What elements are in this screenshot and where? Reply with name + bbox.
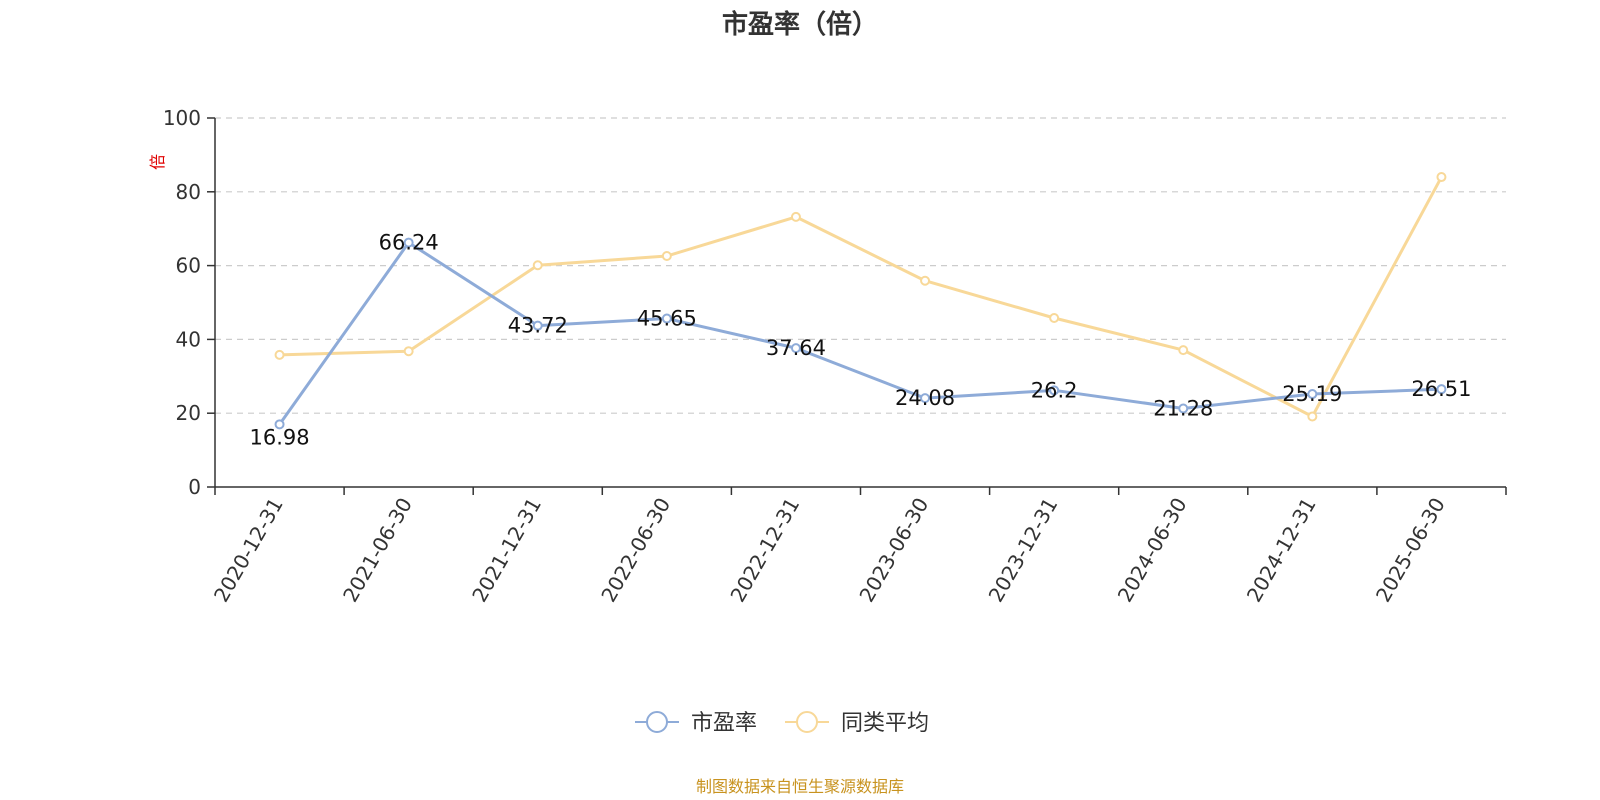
grid-lines xyxy=(215,117,1506,414)
x-tick-label: 2023-12-31 xyxy=(984,494,1063,607)
axes: 0 20 40 60 80 100 2020-12-31 2021-06-30 2021-12-… xyxy=(163,106,1507,607)
series-line-avg xyxy=(279,176,1443,419)
data-point-pe xyxy=(920,393,931,404)
data-labels: 16.98 66.24 43.72 45.65 37.64 24.08 26.2 21.28 2… xyxy=(249,231,1471,450)
x-tick-label: 2024-12-31 xyxy=(1242,494,1321,607)
data-point-avg xyxy=(532,260,543,271)
data-point-avg xyxy=(1178,345,1189,356)
data-point-pe xyxy=(790,343,801,354)
data-label: 43.72 xyxy=(508,314,568,338)
data-label: 25.19 xyxy=(1282,382,1342,406)
y-tick-label: 0 xyxy=(188,475,201,499)
data-label: 37.64 xyxy=(766,336,826,360)
x-tick-label: 2021-12-31 xyxy=(467,494,546,607)
y-tick-label: 40 xyxy=(176,327,201,351)
data-point-avg xyxy=(1049,312,1060,323)
data-point-pe xyxy=(1307,389,1318,400)
data-point-avg xyxy=(274,349,285,360)
data-label: 26.51 xyxy=(1411,377,1471,401)
data-label: 21.28 xyxy=(1153,396,1213,420)
data-point-pe xyxy=(1436,384,1447,395)
y-tick-label: 80 xyxy=(176,180,201,204)
y-tick-label: 100 xyxy=(163,106,201,130)
legend-item-avg[interactable]: 同类平均 xyxy=(785,711,929,736)
data-label: 66.24 xyxy=(379,231,439,255)
data-point-pe xyxy=(1178,403,1189,414)
data-point-avg xyxy=(1436,172,1447,183)
legend-marker xyxy=(796,711,818,733)
chart-title: 市盈率（倍） xyxy=(722,9,878,40)
data-point-pe xyxy=(403,237,414,248)
data-point-avg xyxy=(1307,411,1318,422)
legend-item-pe[interactable]: 市盈率 xyxy=(635,711,757,736)
x-tick-label: 2025-06-30 xyxy=(1371,494,1450,607)
legend-marker xyxy=(646,711,668,733)
x-tick-label: 2024-06-30 xyxy=(1113,494,1192,607)
data-point-avg xyxy=(790,211,801,222)
data-label: 24.08 xyxy=(895,386,955,410)
y-axis-unit-label: 倍 xyxy=(148,154,167,170)
y-tick-label: 20 xyxy=(176,401,201,425)
x-tick-label: 2022-12-31 xyxy=(725,494,804,607)
x-tick-label: 2021-06-30 xyxy=(338,494,417,607)
data-point-pe xyxy=(274,419,285,430)
legend-label: 市盈率 xyxy=(691,711,757,736)
source-note: 制图数据来自恒生聚源数据库 xyxy=(696,777,904,796)
x-tick-label: 2020-12-31 xyxy=(209,494,288,607)
x-tick-label: 2023-06-30 xyxy=(854,494,933,607)
data-point-avg xyxy=(403,346,414,357)
data-point-avg xyxy=(661,251,672,262)
data-label: 16.98 xyxy=(249,425,309,449)
data-point-avg xyxy=(920,275,931,286)
legend-label: 同类平均 xyxy=(841,711,929,736)
legend[interactable]: 市盈率 同类平均 xyxy=(635,711,929,736)
data-point-pe xyxy=(532,320,543,331)
y-tick-label: 60 xyxy=(176,254,201,278)
data-label: 45.65 xyxy=(637,307,697,331)
series-line-pe xyxy=(278,241,1442,426)
data-label: 26.2 xyxy=(1031,378,1078,402)
data-point-pe xyxy=(1049,385,1060,396)
x-tick-label: 2022-06-30 xyxy=(596,494,675,607)
series-lines xyxy=(274,172,1447,430)
data-point-pe xyxy=(661,313,672,324)
